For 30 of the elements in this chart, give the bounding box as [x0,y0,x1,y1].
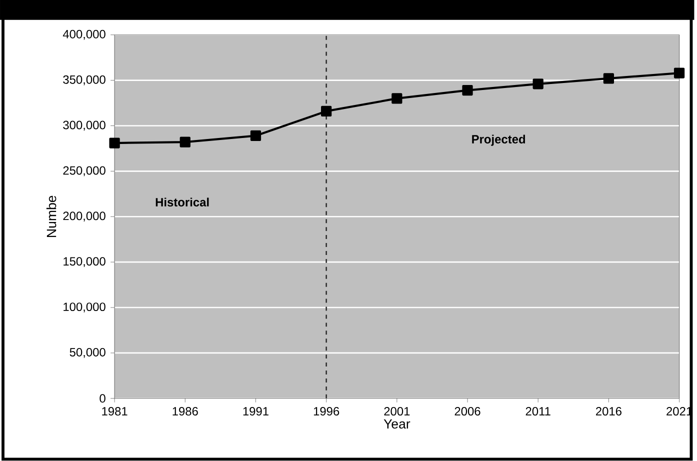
point [532,78,544,90]
x-tick-label: 2016 [596,407,622,416]
y-tick-label: 300,000 [63,120,106,131]
point [674,68,685,78]
x-tick-label: 2001 [384,407,410,416]
x-tick-label: 1991 [243,407,268,416]
point [250,130,262,141]
annotation: Historical [156,198,209,206]
y-tick-label: 200,000 [63,212,106,222]
annotation: Projected [472,134,526,146]
point [180,136,190,148]
y-tick-label: 50,000 [70,348,106,358]
y-axis-title: Numbe [46,196,56,237]
y-tick-label: 100,000 [64,302,106,312]
point [462,84,473,96]
point [603,73,614,84]
y-tick-label: 350,000 [63,75,106,86]
x-axis-title: Year [384,419,410,429]
y-tick-label: 150,000 [64,257,106,267]
y-tick-label: 250,000 [63,166,106,176]
y-tick-label: 0 [100,394,106,403]
point [392,93,402,104]
point [109,138,120,148]
x-tick-label: 1996 [314,407,340,416]
x-tick-label: 1981 [102,407,128,416]
point [321,106,332,116]
x-tick-label: 2006 [454,407,480,416]
x-tick-label: 1986 [172,407,198,416]
x-tick-label: 2011 [526,407,550,416]
y-tick-label: 400,000 [62,30,106,40]
